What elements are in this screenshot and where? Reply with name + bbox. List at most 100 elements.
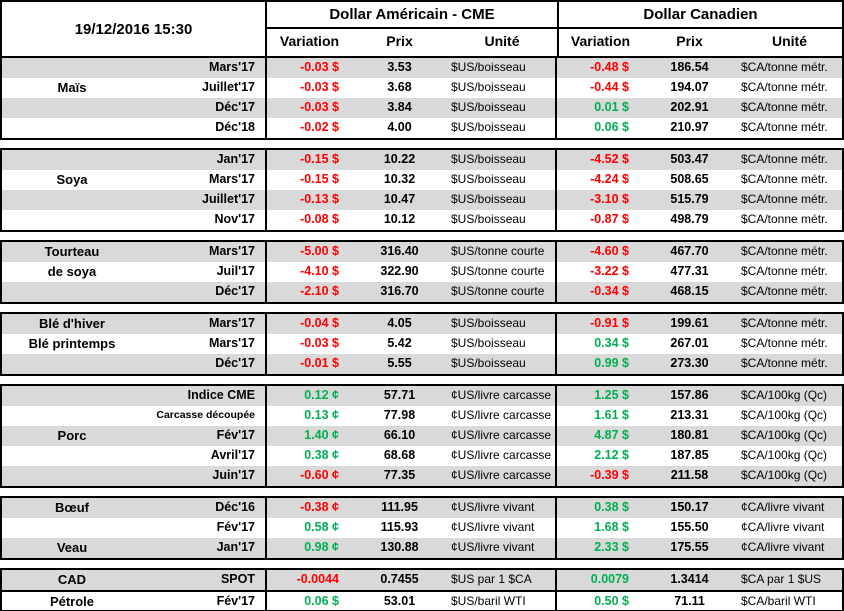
contract-month: Déc'18 <box>142 118 267 138</box>
us-variation: -0.08 $ <box>300 212 339 226</box>
table-row: Juin'17 -0.60 ¢ 77.35 ¢US/livre carcasse -0.… <box>2 466 842 486</box>
us-price: 10.47 <box>383 192 416 206</box>
table-row: Blé printemps Mars'17 -0.03 $ 5.42 $US/boiss… <box>2 334 842 354</box>
ca-variation: -0.48 $ <box>590 60 629 74</box>
ca-price: 187.85 <box>670 448 709 462</box>
us-unit: ¢US/livre carcasse <box>447 426 557 446</box>
ca-unit: $CA/tonne métr. <box>741 284 828 298</box>
us-variation: 0.12 ¢ <box>304 388 339 402</box>
ca-variation: 2.33 $ <box>594 540 629 554</box>
us-price: 4.00 <box>387 120 412 134</box>
us-unit: $US/tonne courte <box>447 282 557 302</box>
ca-price: 157.86 <box>670 388 709 402</box>
ca-prix-header: Prix <box>676 33 703 49</box>
ca-variation: 1.61 $ <box>594 408 629 422</box>
commodity-label <box>2 118 142 138</box>
ca-price: 71.11 <box>674 594 705 608</box>
table-row: Fév'17 0.58 ¢ 115.93 ¢US/livre vivant 1.68 $… <box>2 518 842 538</box>
commodity-label <box>2 354 142 374</box>
commodity-label: de soya <box>47 264 97 279</box>
ca-unit: $CA/tonne métr. <box>741 356 828 370</box>
commodity-label <box>2 150 142 170</box>
us-price: 77.35 <box>383 468 416 482</box>
us-unit: $US/boisseau <box>447 190 557 210</box>
us-variation: -0.04 $ <box>300 316 339 330</box>
contract-month: Carcasse découpée <box>142 406 267 426</box>
ca-price: 213.31 <box>670 408 709 422</box>
us-unit: ¢US/livre vivant <box>447 498 557 518</box>
us-price: 5.55 <box>387 356 412 370</box>
commodity-label <box>2 466 142 486</box>
ca-price: 210.97 <box>670 120 709 134</box>
commodity-group: Bœuf Déc'16 -0.38 ¢ 111.95 ¢US/livre vivant 0… <box>0 496 844 560</box>
us-unit: ¢US/livre carcasse <box>447 446 557 466</box>
ca-price: 267.01 <box>670 336 709 350</box>
us-unit: $US/tonne courte <box>447 242 557 262</box>
table-row: Veau Jan'17 0.98 ¢ 130.88 ¢US/livre vivant 2.… <box>2 538 842 558</box>
ca-price: 515.79 <box>670 192 709 206</box>
contract-month: Fév'17 <box>142 426 267 446</box>
ca-price: 467.70 <box>670 244 709 258</box>
ca-unit: $CA/tonne métr. <box>741 192 828 206</box>
commodity-label: Bœuf <box>55 500 89 515</box>
commodity-label <box>2 282 142 302</box>
us-variation: -0.38 ¢ <box>300 500 339 514</box>
us-price: 0.7455 <box>380 572 419 586</box>
us-price: 322.90 <box>380 264 419 278</box>
us-variation-header: Variation <box>279 33 340 49</box>
us-variation: -0.60 ¢ <box>300 468 339 482</box>
ca-variation: 2.12 $ <box>594 448 629 462</box>
us-unit: $US/boisseau <box>447 78 557 98</box>
commodity-label: Soya <box>56 172 88 187</box>
us-unit: ¢US/livre carcasse <box>447 386 557 406</box>
table-row: Mars'17 -0.03 $ 3.53 $US/boisseau -0.48 $ 186… <box>2 58 842 78</box>
ca-unit: $CA/tonne métr. <box>741 152 828 166</box>
ca-unit: $CA/tonne métr. <box>741 316 828 330</box>
commodity-label <box>2 98 142 118</box>
us-unit: $US/boisseau <box>447 314 557 334</box>
us-price: 10.32 <box>383 172 416 186</box>
commodity-label <box>2 386 142 406</box>
ca-variation: 0.99 $ <box>594 356 629 370</box>
commodity-label <box>2 446 142 466</box>
table-row: Porc Fév'17 1.40 ¢ 66.10 ¢US/livre carcasse 4… <box>2 426 842 446</box>
commodity-group: Tourteau Mars'17 -5.00 $ 316.40 $US/tonne co… <box>0 240 844 304</box>
us-variation: -0.02 $ <box>300 120 339 134</box>
ca-unit: $CA/tonne métr. <box>741 80 828 94</box>
us-unit: $US/boisseau <box>447 354 557 374</box>
us-unit: $US/baril WTI <box>447 592 557 610</box>
commodity-label: Porc <box>57 428 87 443</box>
us-price: 316.70 <box>380 284 419 298</box>
us-variation: 0.58 ¢ <box>304 520 339 534</box>
table-row: Pétrole Fév'17 0.06 $ 53.01 $US/baril WTI 0.5… <box>2 590 842 610</box>
us-variation: -0.03 $ <box>300 80 339 94</box>
us-price: 10.22 <box>383 152 416 166</box>
contract-month: Nov'17 <box>142 210 267 230</box>
us-unit: $US/boisseau <box>447 150 557 170</box>
us-unit: $US/boisseau <box>447 98 557 118</box>
contract-month: Mars'17 <box>142 242 267 262</box>
ca-variation: -0.87 $ <box>590 212 629 226</box>
us-variation: 0.13 ¢ <box>304 408 339 422</box>
contract-month: Mars'17 <box>142 170 267 190</box>
commodity-label: Veau <box>56 540 88 555</box>
ca-unit: $CA/baril WTI <box>741 594 816 608</box>
contract-month: Jan'17 <box>142 150 267 170</box>
contract-month: Déc'17 <box>142 282 267 302</box>
ca-price: 180.81 <box>670 428 709 442</box>
ca-unit: $CA/tonne métr. <box>741 244 828 258</box>
ca-price: 194.07 <box>670 80 709 94</box>
us-price: 3.84 <box>387 100 412 114</box>
ca-variation: -4.52 $ <box>590 152 629 166</box>
table-row: Avril'17 0.38 ¢ 68.68 ¢US/livre carcasse 2.1… <box>2 446 842 466</box>
ca-variation: -4.60 $ <box>590 244 629 258</box>
table-header: 19/12/2016 15:30 Dollar Américain - CME … <box>0 0 844 56</box>
ca-price: 186.54 <box>670 60 709 74</box>
ca-variation: 0.0079 <box>590 572 629 586</box>
contract-month: Déc'17 <box>142 354 267 374</box>
table-row: Juillet'17 -0.13 $ 10.47 $US/boisseau -3.10 … <box>2 190 842 210</box>
us-unite-header: Unité <box>484 33 520 49</box>
us-variation: -0.03 $ <box>300 336 339 350</box>
us-unit: $US/boisseau <box>447 170 557 190</box>
us-variation: -4.10 $ <box>300 264 339 278</box>
